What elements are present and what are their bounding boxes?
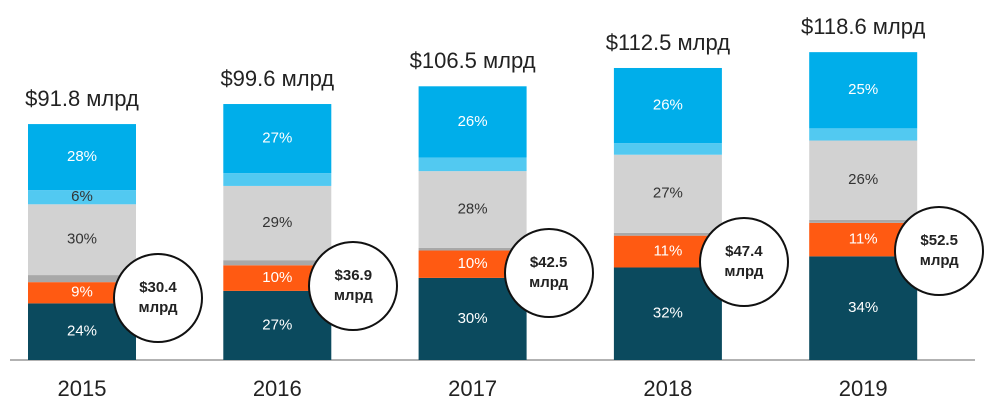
callout-label: $30.4 млрд xyxy=(138,279,178,317)
bar-segment xyxy=(28,124,136,191)
bar-segment xyxy=(809,128,918,141)
callout-label: $47.4 млрд xyxy=(724,243,764,281)
callout-label: $52.5 млрд xyxy=(919,232,959,270)
segment-label: 34% xyxy=(848,299,878,316)
bar-segment xyxy=(418,86,527,158)
segment-label: 6% xyxy=(71,188,93,205)
segment-label: 10% xyxy=(458,255,488,272)
bar-segment xyxy=(809,140,918,220)
total-label: $99.6 млрд xyxy=(220,66,334,91)
bar-segment xyxy=(613,232,722,236)
bar-segment xyxy=(809,52,918,129)
segment-label: 11% xyxy=(653,243,682,260)
x-tick-label: 2018 xyxy=(643,376,692,401)
x-tick-label: 2015 xyxy=(58,376,107,401)
segment-label: 32% xyxy=(653,305,683,322)
bar-segment xyxy=(28,282,136,304)
segment-label: 28% xyxy=(67,148,97,165)
callout: $47.4 млрд xyxy=(698,217,789,308)
bar-segment xyxy=(223,173,332,186)
segment-label: 27% xyxy=(262,316,292,333)
x-tick-label: 2019 xyxy=(839,376,888,401)
bar-segment xyxy=(418,171,527,248)
total-label: $106.5 млрд xyxy=(410,48,536,73)
bar-segment xyxy=(28,204,136,276)
bar-segment xyxy=(223,185,332,261)
total-label: $91.8 млрд xyxy=(25,86,139,111)
bar-segment xyxy=(223,104,332,174)
total-label: $118.6 млрд xyxy=(801,14,925,39)
segment-label: 25% xyxy=(848,81,878,98)
segment-label: 24% xyxy=(67,323,97,340)
x-tick-label: 2017 xyxy=(448,376,497,401)
segment-label: 26% xyxy=(458,113,488,130)
bar-segment xyxy=(418,157,527,172)
segment-label: 10% xyxy=(262,269,292,286)
callout: $42.5 млрд xyxy=(503,227,594,318)
bar-segment xyxy=(223,260,332,266)
segment-label: 11% xyxy=(849,231,878,248)
segment-label: 30% xyxy=(458,310,488,327)
callout: $36.9 млрд xyxy=(308,240,399,331)
callout-label: $36.9 млрд xyxy=(333,266,373,304)
segment-label: 27% xyxy=(262,130,292,147)
segment-label: 26% xyxy=(653,97,683,114)
x-tick-label: 2016 xyxy=(253,376,302,401)
callout-label: $42.5 млрд xyxy=(529,253,569,291)
bar-segment xyxy=(418,247,527,251)
callout: $52.5 млрд xyxy=(894,206,985,297)
bar-segment xyxy=(613,143,722,155)
bar-segment xyxy=(809,219,918,223)
total-label: $112.5 млрд xyxy=(606,30,730,55)
segment-label: 26% xyxy=(848,171,878,188)
segment-label: 27% xyxy=(653,185,683,202)
bar-segment xyxy=(613,154,722,233)
segment-label: 28% xyxy=(458,200,488,217)
segment-label: 29% xyxy=(262,214,292,231)
segment-label: 30% xyxy=(67,231,97,248)
callout: $30.4 млрд xyxy=(113,253,203,344)
bar-segment xyxy=(613,67,722,144)
bar-segment xyxy=(28,190,136,205)
bar-segment xyxy=(28,275,136,283)
segment-label: 9% xyxy=(71,284,93,301)
